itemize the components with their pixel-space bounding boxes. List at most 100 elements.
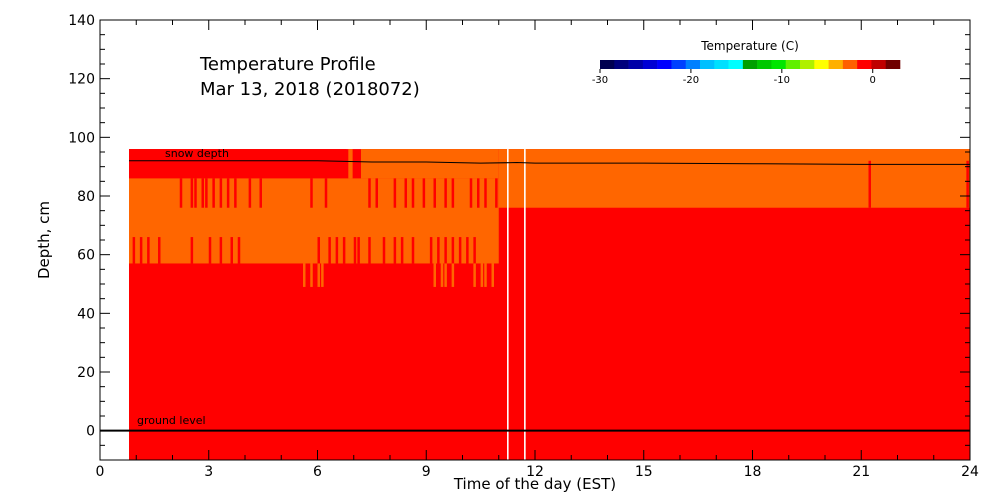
heatmap-stripe — [400, 237, 404, 264]
heatmap-stripe — [357, 237, 360, 264]
heatmap-stripe — [201, 178, 204, 208]
heatmap-stripe — [433, 178, 436, 208]
heatmap-region — [498, 149, 970, 208]
heatmap-stripe — [484, 178, 487, 208]
heatmap-stripe — [444, 178, 447, 208]
colorbar-swatch — [742, 60, 758, 69]
chart-title-line2: Mar 13, 2018 (2018072) — [200, 79, 420, 100]
colorbar-swatch — [800, 60, 815, 69]
colorbar-swatch — [828, 60, 844, 69]
heatmap-stripe — [393, 237, 397, 264]
colorbar-tick-label: -30 — [592, 75, 608, 86]
heatmap-stripe — [495, 178, 498, 208]
heatmap-region — [129, 149, 347, 179]
heatmap-stripe — [132, 237, 136, 264]
heatmap-stripe — [230, 237, 233, 264]
colorbar-swatch — [885, 60, 901, 69]
y-tick-label: 140 — [68, 13, 95, 29]
colorbar-swatch — [771, 60, 787, 69]
heatmap-stripe — [480, 263, 484, 287]
heatmap-stripe — [868, 160, 871, 208]
y-tick-label: 40 — [77, 306, 95, 322]
colorbar-swatch — [814, 60, 829, 69]
y-tick-label: 120 — [68, 72, 95, 88]
colorbar-swatch — [671, 60, 687, 69]
colorbar-swatch — [700, 60, 715, 69]
x-tick-label: 6 — [313, 464, 322, 480]
heatmap-stripe — [353, 237, 357, 264]
heatmap-stripe — [451, 263, 455, 287]
heatmap-stripe — [190, 178, 194, 208]
x-tick-label: 0 — [96, 464, 105, 480]
heatmap-stripe — [342, 237, 346, 264]
heatmap-stripe — [382, 237, 386, 264]
colorbar-tick-label: -10 — [774, 75, 790, 86]
heatmap-stripe — [444, 237, 447, 264]
y-tick-label: 20 — [77, 365, 95, 381]
y-tick-label: 60 — [77, 248, 95, 264]
heatmap-stripe — [393, 178, 397, 208]
heatmap-stripe — [429, 237, 433, 264]
heatmap-stripe — [190, 237, 194, 264]
heatmap-stripe — [350, 149, 353, 179]
heatmap-stripe — [158, 237, 161, 264]
colorbar-tick-label: -20 — [683, 75, 699, 86]
snow-depth-label: snow depth — [165, 147, 229, 160]
heatmap-stripe — [328, 237, 331, 264]
heatmap-stripe — [348, 149, 351, 179]
heatmap-stripe — [433, 263, 436, 287]
heatmap-stripe — [208, 237, 212, 264]
heatmap-stripe — [473, 237, 476, 264]
colorbar-swatch — [642, 60, 658, 69]
heatmap-stripe — [404, 178, 407, 208]
heatmap-stripe — [226, 178, 230, 208]
x-tick-label: 9 — [422, 464, 431, 480]
ticks-layer — [99, 19, 971, 461]
colorbar-swatch — [614, 60, 629, 69]
heatmap-stripe — [451, 178, 455, 208]
x-tick-label: 21 — [852, 464, 870, 480]
heatmap-stripe — [310, 263, 313, 287]
chart-title-line1: Temperature Profile — [199, 54, 376, 75]
colorbar-swatch — [728, 60, 744, 69]
heatmap-stripe — [422, 178, 426, 208]
heatmap-stripe — [234, 178, 237, 208]
heatmap-stripe — [491, 263, 494, 287]
y-tick-label: 100 — [68, 130, 95, 146]
data-gap — [507, 149, 509, 461]
temperature-colorbar: Temperature (C) -30 -20 -10 0 — [592, 39, 901, 86]
heatmap-stripe — [375, 178, 378, 208]
colorbar-swatch — [628, 60, 644, 69]
heatmap-data-layer — [129, 149, 970, 461]
heatmap-stripe — [219, 178, 223, 208]
x-tick-label: 3 — [204, 464, 213, 480]
colorbar-swatch — [657, 60, 672, 69]
heatmap-stripe — [303, 263, 306, 287]
heatmap-stripe — [317, 237, 320, 264]
colorbar-swatches — [600, 60, 901, 69]
colorbar-swatch — [714, 60, 729, 69]
x-tick-label: 18 — [744, 464, 762, 480]
snow-depth-line — [129, 160, 970, 165]
heatmap-stripe — [477, 178, 480, 208]
heatmap-region — [129, 178, 361, 264]
x-tick-label: 12 — [526, 464, 544, 480]
heatmap-stripe — [237, 237, 241, 264]
y-tick-label: 0 — [86, 424, 95, 440]
x-tick-label: 24 — [961, 464, 979, 480]
heatmap-stripe — [368, 178, 371, 208]
heatmap-stripe — [440, 263, 444, 287]
tick-labels-layer: 0 3 6 9 12 15 18 21 24 0 20 40 60 80 100 120 140 — [68, 13, 979, 480]
heatmap-stripe — [219, 237, 223, 264]
heatmap-stripe — [139, 237, 143, 264]
colorbar-swatch — [685, 60, 701, 69]
colorbar-swatch — [600, 60, 615, 69]
heatmap-stripe — [310, 178, 313, 208]
colorbar-swatch — [871, 60, 887, 69]
colorbar-swatch — [757, 60, 772, 69]
heatmap-stripe — [966, 160, 969, 208]
colorbar-swatch — [785, 60, 801, 69]
x-tick-label: 15 — [635, 464, 653, 480]
heatmap-stripe — [179, 178, 183, 208]
